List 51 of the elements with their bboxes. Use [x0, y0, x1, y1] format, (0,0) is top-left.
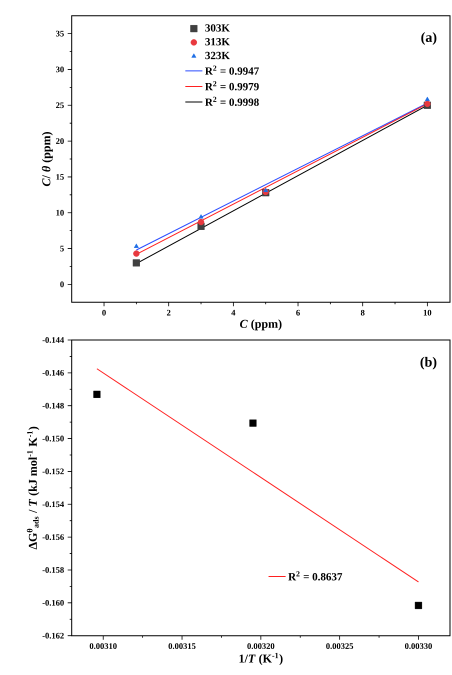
- x-tick-label: 8: [360, 310, 365, 316]
- x-axis-title: C (ppm): [240, 319, 282, 330]
- legend-label: R$^{2}$ = 0.9998: [205, 96, 259, 106]
- legend-label: R$^{2}$ = 0.9947: [205, 66, 259, 75]
- annotation: (b): [420, 356, 436, 370]
- text: ΔG$^{θ}$$_{ads}$ / T (kJ mol$^{-1}$ K$^{-1}$): [26, 426, 40, 550]
- y-tick-label: 10: [56, 210, 64, 216]
- y-tick-label: -0.162: [42, 632, 64, 639]
- x-tick-label: 0.00320: [247, 643, 274, 650]
- y-tick-label: -0.146: [42, 370, 64, 376]
- y-tick-label: 15: [56, 174, 64, 180]
- legend-label: 303K: [205, 24, 230, 32]
- point: [263, 188, 268, 192]
- x-tick-label: 0.00330: [404, 643, 432, 650]
- y-tick-label: -0.158: [42, 567, 64, 573]
- legend-label: 323K: [205, 52, 230, 60]
- y-tick-label: -0.156: [42, 534, 64, 540]
- y-tick-label: -0.148: [42, 402, 64, 409]
- y-tick-label: -0.154: [42, 501, 64, 508]
- point: [132, 259, 140, 266]
- legend-label: R$^{2}$ = 0.9979: [205, 81, 259, 90]
- point: [198, 218, 204, 226]
- x-tick-label: 0.00310: [90, 643, 117, 650]
- x-tick-label: 10: [424, 310, 432, 316]
- y-tick-label: 30: [56, 66, 64, 72]
- point: [424, 96, 430, 102]
- y-tick-label: -0.152: [42, 468, 64, 474]
- point: [134, 244, 139, 248]
- x-tick-label: 2: [166, 310, 170, 316]
- y-tick-label: -0.144: [42, 337, 64, 343]
- y-tick-label: 25: [56, 102, 64, 108]
- point: [249, 420, 257, 427]
- x-tick-label: 0.00325: [326, 643, 354, 650]
- y-tick-label: 5: [60, 246, 64, 252]
- y-tick-label: 0: [60, 282, 64, 288]
- legend-label: R$^{2}$ = 0.8637: [288, 571, 342, 580]
- x-tick-label: 0: [102, 310, 106, 316]
- y-tick-label: 20: [56, 138, 64, 144]
- y-tick-label: -0.160: [42, 600, 64, 606]
- point: [93, 390, 101, 398]
- point: [198, 214, 204, 219]
- y-tick-label: -0.150: [42, 436, 64, 442]
- x-axis-title: 1/T (K$^{-1}$): [240, 652, 283, 666]
- annotation: (a): [421, 32, 436, 45]
- y-tick-label: 35: [56, 30, 64, 36]
- x-tick-label: 6: [296, 310, 300, 316]
- point: [414, 602, 422, 610]
- point: [133, 250, 140, 257]
- x-tick-label: 4: [231, 310, 236, 316]
- x-tick-label: 0.00315: [168, 643, 196, 650]
- legend-label: 313K: [205, 38, 230, 46]
